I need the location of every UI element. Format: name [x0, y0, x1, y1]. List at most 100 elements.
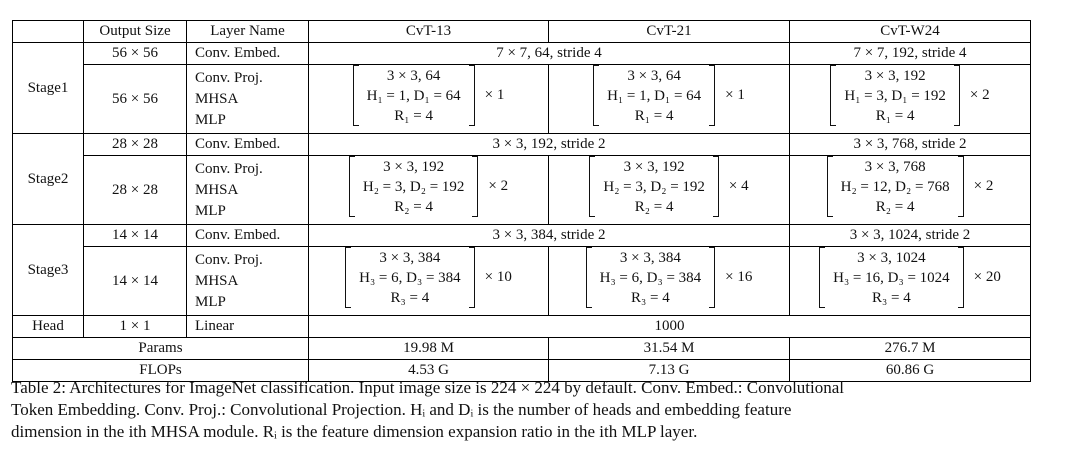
- block-proj: 3 × 3, 768: [864, 158, 926, 175]
- stage3-cvtw24-block: 3 × 3, 1024 H₃ = 16, D₃ = 1024 R₃ = 4 × …: [789, 246, 1031, 316]
- stage1-embed-layer: Conv. Embed.: [186, 42, 309, 65]
- stage3-block-size: 14 × 14: [83, 246, 187, 316]
- stage1-embed-size: 56 × 56: [83, 42, 187, 65]
- stage1-embed-small: 7 × 7, 64, stride 4: [308, 42, 790, 65]
- params-cvt21: 31.54 M: [548, 337, 790, 360]
- params-cvtw24: 276.7 M: [789, 337, 1031, 360]
- header-layer-name: Layer Name: [186, 20, 309, 43]
- caption-line-1: Table 2: Architectures for ImageNet clas…: [11, 378, 845, 397]
- header-cvt21: CvT-21: [548, 20, 790, 43]
- stage2-label: Stage2: [12, 133, 84, 225]
- stage1-label: Stage1: [12, 42, 84, 134]
- block-multiplier: × 2: [969, 87, 990, 103]
- stage1-layer-names: Conv. Proj. MHSA MLP: [186, 64, 309, 134]
- caption-line-3: dimension in the ith MHSA module. Rᵢ is …: [11, 422, 698, 441]
- flops-cvt21: 7.13 G: [548, 359, 790, 382]
- block-mhsa: H₃ = 6, D₃ = 384: [359, 269, 461, 286]
- flops-row: FLOPs 4.53 G 7.13 G 60.86 G: [12, 359, 1031, 382]
- block-mhsa: H₃ = 16, D₃ = 1024: [833, 269, 950, 286]
- stage1-block-size: 56 × 56: [83, 64, 187, 134]
- stage3-embed-size: 14 × 14: [83, 224, 187, 247]
- block-mhsa: H₂ = 3, D₂ = 192: [362, 178, 465, 195]
- block-proj: 3 × 3, 192: [864, 67, 926, 84]
- stage2-embed-row: Stage2 28 × 28 Conv. Embed. 3 × 3, 192, …: [12, 133, 1031, 225]
- stage3-embed-wide: 3 × 3, 1024, stride 2: [789, 224, 1031, 247]
- stage3-label: Stage3: [12, 224, 84, 316]
- stage3-block-row: 14 × 14 Conv. Proj. MHSA MLP 3 × 3, 384 …: [13, 246, 1031, 316]
- block-mlp: R₂ = 4: [394, 198, 433, 215]
- stage3-embed-row: Stage3 14 × 14 Conv. Embed. 3 × 3, 384, …: [12, 224, 1031, 316]
- stage1-embed-wide: 7 × 7, 192, stride 4: [789, 42, 1031, 65]
- head-label: Head: [12, 315, 84, 338]
- block-mhsa: H₁ = 1, D₁ = 64: [366, 87, 461, 104]
- block-proj: 3 × 3, 384: [379, 249, 441, 266]
- block-multiplier: × 1: [725, 87, 745, 103]
- stage3-embed-layer: Conv. Embed.: [186, 224, 309, 247]
- stage1-cvt21-block: 3 × 3, 64 H₁ = 1, D₁ = 64 R₁ = 4 × 1: [548, 64, 790, 134]
- stage2-block-size: 28 × 28: [83, 155, 187, 225]
- layer-conv-proj: Conv. Proj.: [195, 251, 263, 268]
- block-multiplier: × 16: [725, 269, 753, 285]
- header-output-size: Output Size: [83, 20, 187, 43]
- stage1-cvtw24-block: 3 × 3, 192 H₁ = 3, D₁ = 192 R₁ = 4 × 2: [789, 64, 1031, 134]
- head-value: 1000: [308, 315, 1031, 338]
- head-size: 1 × 1: [83, 315, 187, 338]
- block-multiplier: × 2: [973, 178, 994, 194]
- stage3-cvt21-block: 3 × 3, 384 H₃ = 6, D₃ = 384 R₃ = 4 × 16: [548, 246, 790, 316]
- stage1-cvt13-block: 3 × 3, 64 H₁ = 1, D₁ = 64 R₁ = 4 × 1: [308, 64, 549, 134]
- stage1-block-row: 56 × 56 Conv. Proj. MHSA MLP 3 × 3, 64 H…: [13, 64, 1031, 134]
- stage2-block-row: 28 × 28 Conv. Proj. MHSA MLP 3 × 3, 192 …: [13, 155, 1031, 225]
- table-caption: Table 2: Architectures for ImageNet clas…: [11, 377, 1041, 443]
- head-layer: Linear: [186, 315, 309, 338]
- stage2-embed-wide: 3 × 3, 768, stride 2: [789, 133, 1031, 156]
- block-mlp: R₁ = 4: [875, 107, 915, 124]
- header-empty: [12, 20, 84, 43]
- block-mlp: R₂ = 4: [634, 198, 674, 215]
- header-cvt13: CvT-13: [308, 20, 549, 43]
- block-multiplier: × 1: [484, 87, 505, 103]
- stage2-layer-names: Conv. Proj. MHSA MLP: [186, 155, 309, 225]
- stage3-embed-small: 3 × 3, 384, stride 2: [308, 224, 790, 247]
- block-proj: 3 × 3, 1024: [857, 249, 926, 266]
- params-row: Params 19.98 M 31.54 M 276.7 M: [12, 337, 1031, 360]
- block-mlp: R₁ = 4: [634, 107, 674, 124]
- stage2-embed-size: 28 × 28: [83, 133, 187, 156]
- stage2-embed-small: 3 × 3, 192, stride 2: [308, 133, 790, 156]
- stage2-cvt21-block: 3 × 3, 192 H₂ = 3, D₂ = 192 R₂ = 4 × 4: [548, 155, 790, 225]
- stage2-cvt13-block: 3 × 3, 192 H₂ = 3, D₂ = 192 R₂ = 4 × 2: [308, 155, 549, 225]
- header-cvtw24: CvT-W24: [789, 20, 1031, 43]
- layer-mlp: MLP: [195, 293, 226, 310]
- block-mlp: R₃ = 4: [872, 289, 911, 306]
- stage3-layer-names: Conv. Proj. MHSA MLP: [186, 246, 309, 316]
- block-mhsa: H₂ = 3, D₂ = 192: [603, 178, 705, 195]
- layer-mhsa: MHSA: [195, 272, 239, 289]
- block-proj: 3 × 3, 64: [627, 67, 681, 84]
- layer-mlp: MLP: [195, 202, 226, 219]
- stage3-cvt13-block: 3 × 3, 384 H₃ = 6, D₃ = 384 R₃ = 4 × 10: [308, 246, 549, 316]
- stage1-embed-row: Stage1 56 × 56 Conv. Embed. 7 × 7, 64, s…: [12, 42, 1031, 134]
- architecture-table: Output Size Layer Name CvT-13 CvT-21 CvT…: [12, 20, 1031, 382]
- params-label: Params: [12, 337, 309, 360]
- flops-cvtw24: 60.86 G: [789, 359, 1031, 382]
- block-mhsa: H₂ = 12, D₂ = 768: [840, 178, 950, 195]
- block-multiplier: × 20: [973, 269, 1001, 285]
- block-mhsa: H₁ = 3, D₁ = 192: [844, 87, 946, 104]
- block-mlp: R₂ = 4: [875, 198, 915, 215]
- stage2-embed-layer: Conv. Embed.: [186, 133, 309, 156]
- layer-conv-proj: Conv. Proj.: [195, 160, 263, 177]
- block-proj: 3 × 3, 64: [386, 67, 441, 84]
- layer-mlp: MLP: [195, 111, 226, 128]
- block-proj: 3 × 3, 192: [623, 158, 685, 175]
- flops-label: FLOPs: [12, 359, 309, 382]
- block-mlp: R₃ = 4: [631, 289, 670, 306]
- caption-line-2: Token Embedding. Conv. Proj.: Convolutio…: [11, 400, 792, 419]
- params-cvt13: 19.98 M: [308, 337, 549, 360]
- layer-mhsa: MHSA: [195, 90, 239, 107]
- block-mlp: R₃ = 4: [390, 289, 430, 306]
- layer-conv-proj: Conv. Proj.: [195, 69, 263, 86]
- block-mlp: R₁ = 4: [394, 107, 433, 124]
- stage2-cvtw24-block: 3 × 3, 768 H₂ = 12, D₂ = 768 R₂ = 4 × 2: [789, 155, 1031, 225]
- block-proj: 3 × 3, 384: [619, 249, 681, 266]
- block-proj: 3 × 3, 192: [383, 158, 445, 175]
- block-multiplier: × 10: [484, 269, 512, 285]
